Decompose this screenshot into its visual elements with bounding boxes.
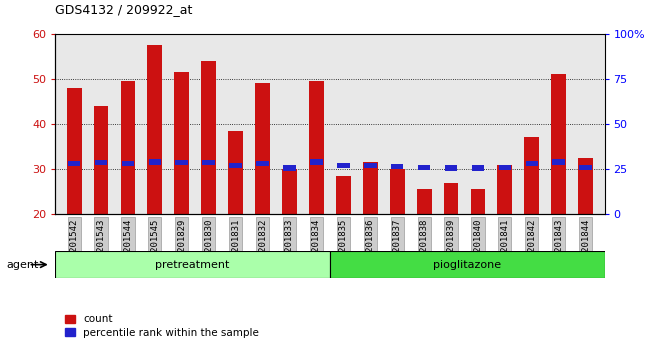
Bar <box>282 169 297 214</box>
Bar <box>149 159 161 165</box>
Bar <box>418 165 430 170</box>
Bar <box>472 165 484 171</box>
Bar <box>578 158 593 214</box>
Bar <box>120 81 135 214</box>
Bar <box>525 161 538 166</box>
Bar <box>499 165 511 170</box>
Bar <box>67 88 81 214</box>
Bar <box>390 169 404 214</box>
Bar <box>471 189 486 214</box>
Text: pioglitazone: pioglitazone <box>433 259 501 270</box>
Bar <box>122 161 135 166</box>
Bar <box>445 165 458 171</box>
Legend: count, percentile rank within the sample: count, percentile rank within the sample <box>60 310 263 342</box>
Text: pretreatment: pretreatment <box>155 259 229 270</box>
Bar <box>310 159 322 165</box>
Bar <box>391 164 404 169</box>
Bar <box>552 159 565 165</box>
Bar <box>417 189 432 214</box>
Bar <box>525 137 540 214</box>
Text: GDS4132 / 209922_at: GDS4132 / 209922_at <box>55 3 192 16</box>
Bar <box>579 165 592 170</box>
Bar <box>337 163 350 168</box>
Bar <box>497 165 512 214</box>
Bar <box>202 61 216 214</box>
Bar <box>363 162 378 214</box>
Bar <box>309 81 324 214</box>
Bar <box>229 163 242 168</box>
Text: agent: agent <box>6 259 39 270</box>
Bar <box>95 160 107 165</box>
Bar <box>94 106 109 214</box>
Bar <box>55 251 330 278</box>
Bar <box>336 176 351 214</box>
Bar <box>176 160 188 165</box>
Bar <box>330 251 604 278</box>
Bar <box>68 161 81 166</box>
Bar <box>148 45 162 214</box>
Bar <box>202 160 215 165</box>
Bar <box>256 161 269 166</box>
Bar <box>364 163 376 168</box>
Bar <box>444 183 458 214</box>
Bar <box>228 131 243 214</box>
Bar <box>174 72 189 214</box>
Bar <box>283 165 296 171</box>
Bar <box>551 74 566 214</box>
Bar <box>255 83 270 214</box>
